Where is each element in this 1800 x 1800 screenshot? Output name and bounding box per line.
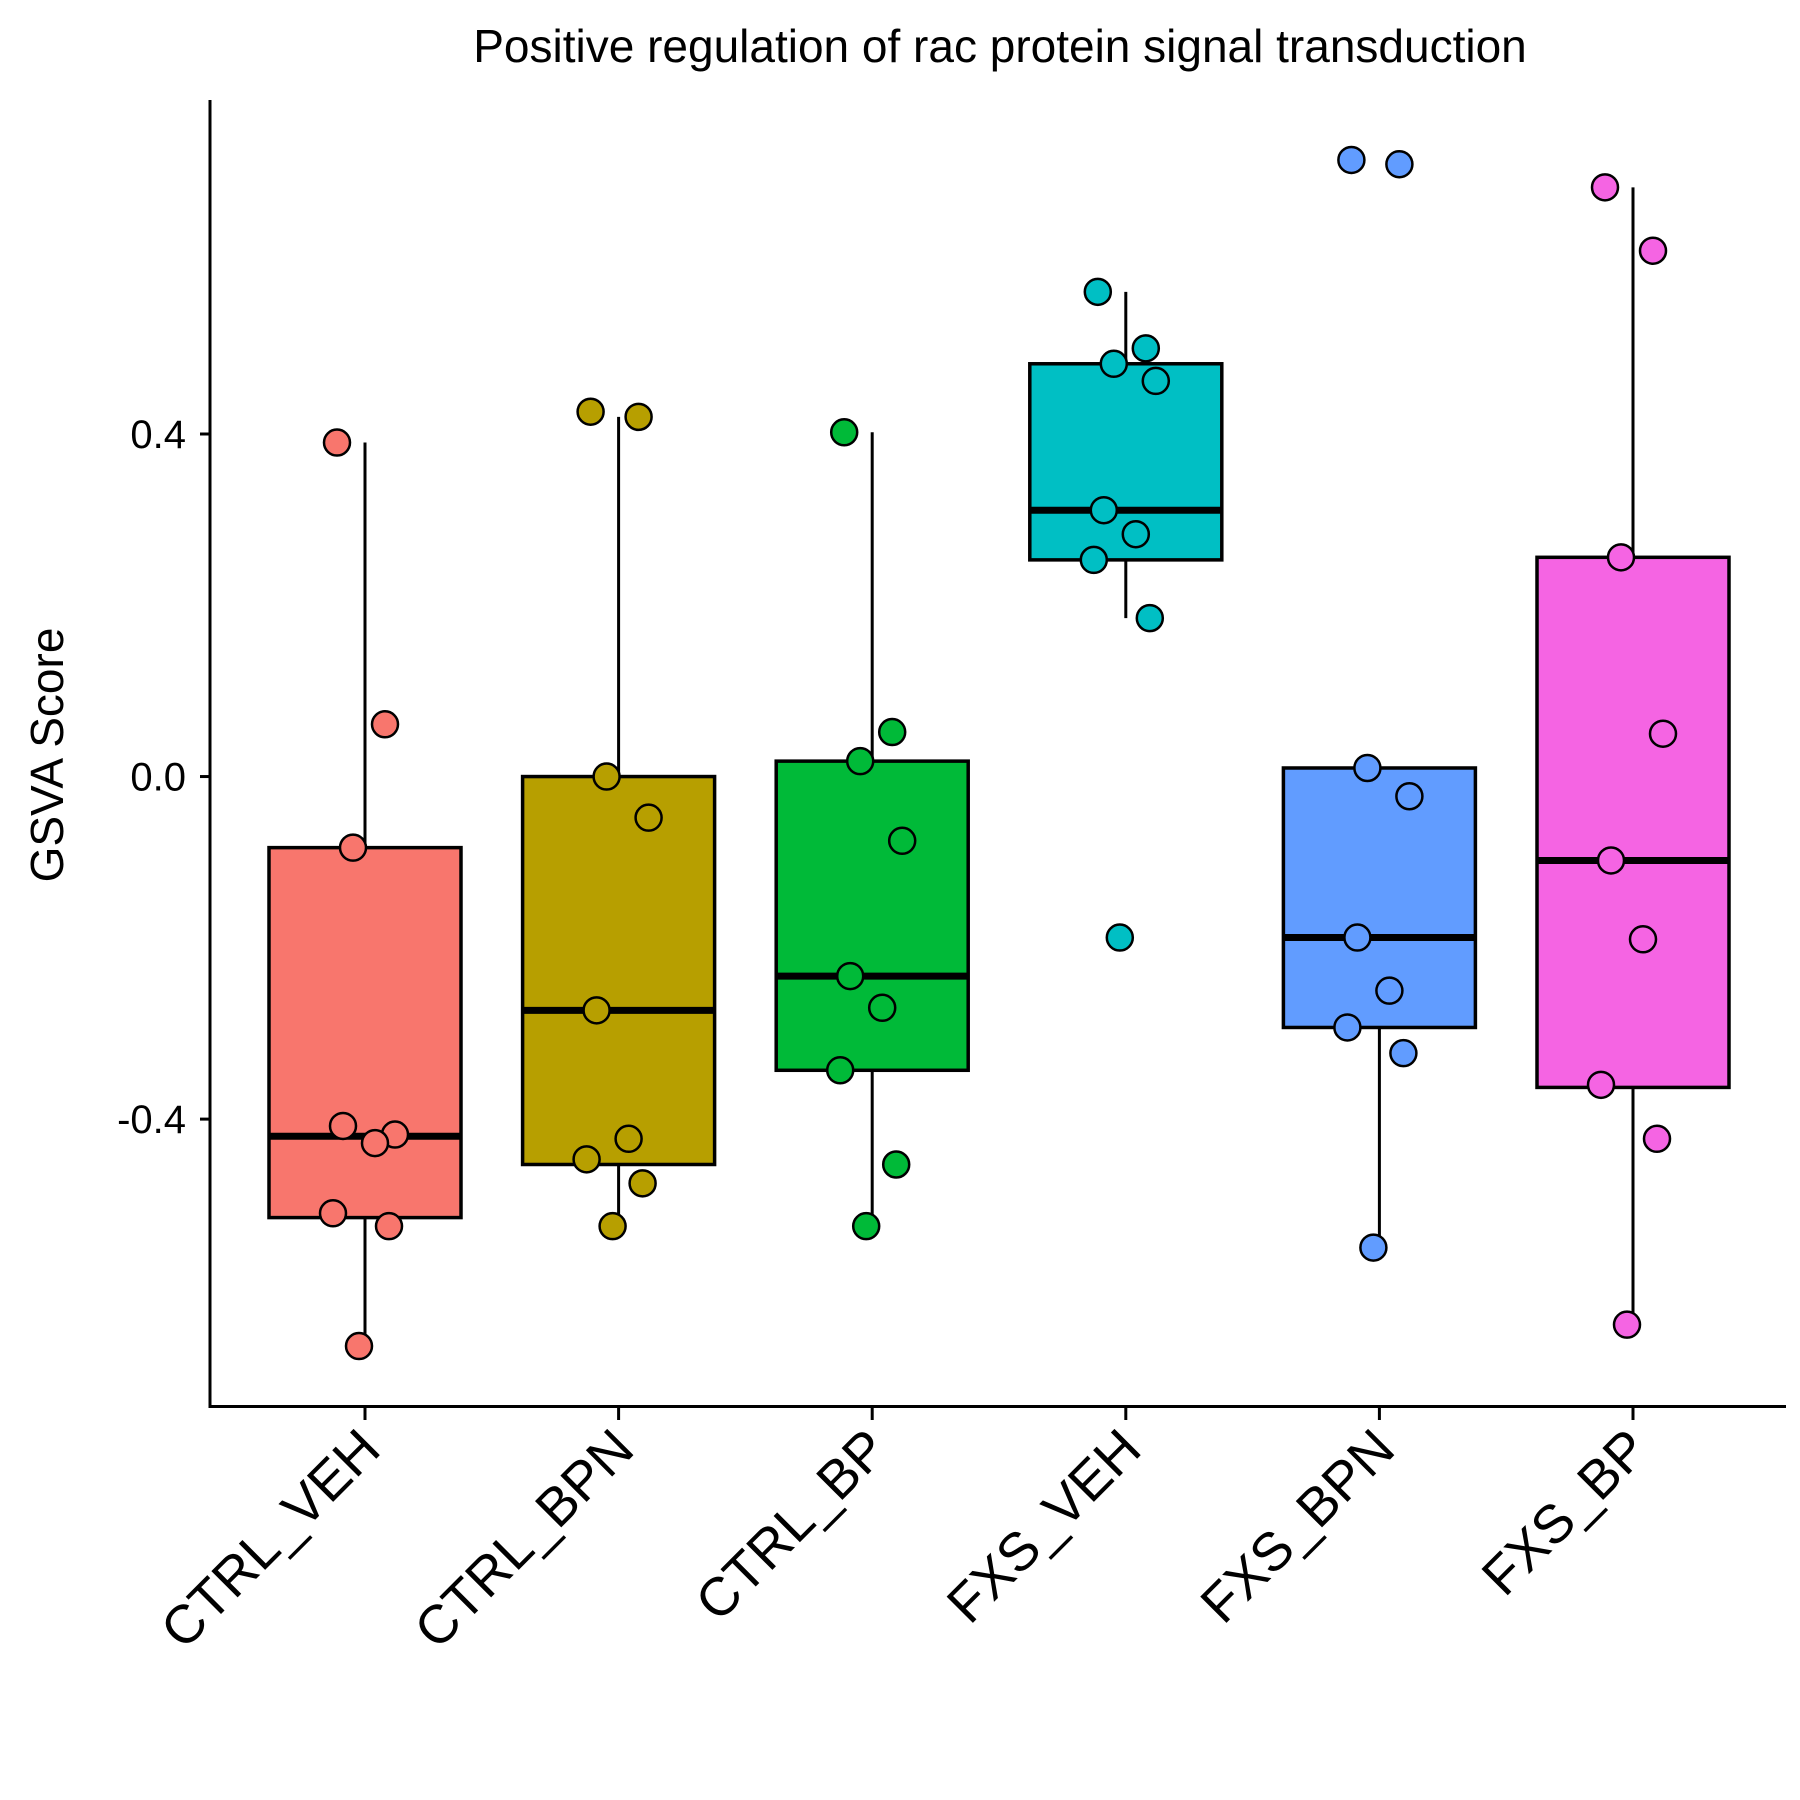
- data-point: [1099, 349, 1129, 379]
- box-iqr: [267, 845, 463, 1220]
- box-group-ctrl_bpn: [520, 397, 717, 1241]
- data-point: [1375, 976, 1404, 1005]
- data-point: [576, 397, 605, 426]
- data-point: [634, 803, 663, 832]
- data-point: [370, 710, 400, 739]
- x-tick-label: FXS_BP: [1471, 1418, 1660, 1607]
- data-point: [1648, 719, 1678, 748]
- data-point: [338, 833, 368, 862]
- data-point: [1596, 846, 1626, 875]
- chart-title: Positive regulation of rac protein signa…: [473, 20, 1527, 72]
- data-point: [614, 1124, 643, 1154]
- box-group-ctrl_veh: [267, 428, 463, 1361]
- box-group-fxs_bpn: [1281, 145, 1478, 1262]
- data-point: [1141, 366, 1171, 396]
- data-point: [1337, 145, 1366, 175]
- data-point: [1606, 543, 1636, 572]
- data-point: [1333, 1013, 1362, 1042]
- data-point: [1105, 923, 1135, 952]
- data-point: [825, 1056, 855, 1085]
- x-tick-label: CTRL_BP: [684, 1418, 898, 1632]
- data-point: [628, 1169, 657, 1198]
- data-point: [1353, 753, 1382, 783]
- x-tick-label: FXS_BPN: [1189, 1418, 1405, 1634]
- data-point: [1638, 236, 1668, 265]
- data-point: [1628, 925, 1658, 954]
- data-point: [1642, 1124, 1672, 1154]
- data-point: [1079, 545, 1109, 575]
- data-point: [318, 1199, 348, 1228]
- data-point: [1083, 277, 1113, 307]
- data-point: [1590, 173, 1620, 202]
- data-point: [582, 996, 611, 1025]
- data-point: [624, 402, 653, 432]
- y-tick-label: 0.0: [130, 756, 186, 800]
- data-point: [322, 428, 352, 457]
- data-point: [829, 418, 859, 447]
- data-point: [1121, 519, 1151, 549]
- data-point: [1586, 1070, 1616, 1100]
- data-point: [881, 1150, 911, 1179]
- box-iqr: [1281, 766, 1478, 1030]
- data-point: [851, 1211, 881, 1241]
- y-axis-ticks: 0.4 0.0 -0.4: [117, 413, 210, 1142]
- y-tick-label: -0.4: [117, 1098, 186, 1142]
- data-point: [867, 993, 897, 1023]
- data-point: [845, 746, 875, 776]
- data-point: [1612, 1310, 1642, 1339]
- data-point: [835, 961, 865, 991]
- data-point: [877, 717, 907, 747]
- data-point: [572, 1145, 601, 1174]
- data-point: [1089, 495, 1119, 525]
- box-iqr: [520, 774, 717, 1167]
- x-tick-label: CTRL_BPN: [403, 1418, 645, 1660]
- plot-area: [267, 145, 1731, 1361]
- x-tick-label: FXS_VEH: [936, 1418, 1152, 1634]
- data-point: [360, 1128, 390, 1158]
- data-point: [1395, 781, 1424, 811]
- data-point: [887, 826, 917, 856]
- data-point: [1359, 1233, 1388, 1262]
- data-point: [1385, 149, 1414, 179]
- data-point: [374, 1211, 404, 1241]
- box-group-fxs_veh: [1028, 277, 1224, 952]
- data-point: [1135, 603, 1165, 633]
- y-tick-label: 0.4: [130, 413, 186, 457]
- data-point: [592, 762, 621, 791]
- x-tick-label: CTRL_VEH: [150, 1418, 392, 1660]
- box-iqr: [774, 759, 970, 1073]
- box-group-ctrl_bp: [774, 418, 970, 1241]
- box-group-fxs_bp: [1535, 173, 1731, 1339]
- data-point: [1343, 923, 1372, 952]
- data-point: [598, 1211, 627, 1241]
- y-axis-label: GSVA Score: [21, 628, 73, 883]
- data-point: [344, 1331, 374, 1361]
- data-point: [1389, 1038, 1418, 1068]
- data-point: [328, 1111, 358, 1141]
- x-axis-ticks: CTRL_VEH CTRL_BPN CTRL_BP FXS_VEH FXS_BPN FXS…: [150, 1408, 1660, 1660]
- box-iqr: [1535, 555, 1731, 1090]
- data-point: [1131, 334, 1161, 363]
